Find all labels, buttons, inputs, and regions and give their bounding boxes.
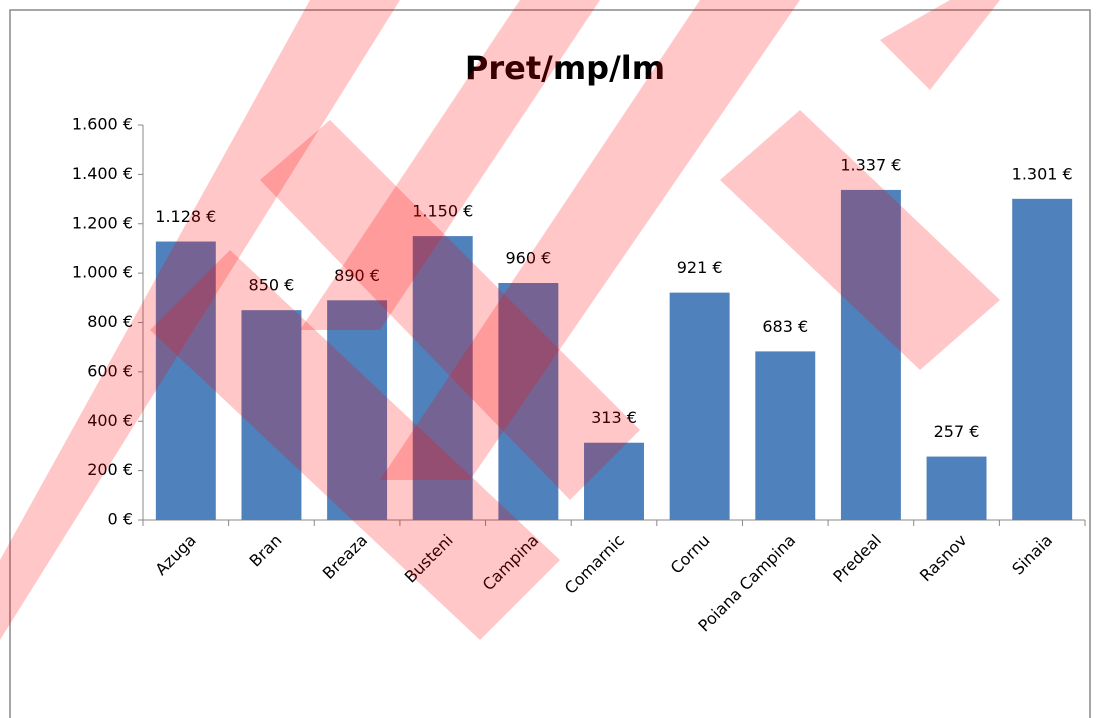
y-tick-label: 1.600 € — [72, 115, 133, 134]
bar — [1012, 198, 1073, 521]
y-tick-label: 800 € — [87, 312, 133, 331]
watermark-stroke — [720, 110, 1000, 370]
watermark-stroke — [0, 0, 400, 640]
bar — [155, 241, 216, 520]
data-label: 850 € — [249, 276, 295, 295]
y-tick-label: 600 € — [87, 361, 133, 380]
data-label: 1.128 € — [155, 207, 216, 226]
data-label: 1.150 € — [412, 202, 473, 221]
bar — [926, 456, 987, 520]
bar — [669, 292, 730, 520]
watermark-stroke — [300, 0, 600, 330]
data-label: 1.337 € — [840, 155, 901, 174]
y-tick-label: 1.200 € — [72, 213, 133, 232]
watermark-stroke — [380, 0, 800, 480]
data-label: 960 € — [505, 249, 551, 268]
bar — [498, 283, 559, 520]
data-label: 257 € — [934, 422, 980, 441]
y-tick-label: 1.400 € — [72, 164, 133, 183]
bar — [412, 236, 473, 520]
watermark-stroke — [150, 250, 560, 640]
y-tick-label: 200 € — [87, 460, 133, 479]
data-label: 1.301 € — [1012, 164, 1073, 183]
watermark-stroke — [260, 120, 640, 500]
y-tick-label: 0 € — [108, 510, 133, 529]
watermark-stroke — [880, 0, 1000, 90]
data-label: 921 € — [677, 258, 723, 277]
data-label: 890 € — [334, 266, 380, 285]
data-label: 313 € — [591, 408, 637, 427]
y-tick-label: 1.000 € — [72, 263, 133, 282]
data-label: 683 € — [762, 317, 808, 336]
bar — [327, 300, 388, 520]
watermark — [0, 0, 1000, 640]
bar — [840, 189, 901, 520]
chart-title: Pret/mp/lm — [465, 49, 665, 87]
bar — [755, 351, 816, 520]
bar — [241, 310, 302, 520]
y-tick-label: 400 € — [87, 411, 133, 430]
bar — [584, 442, 644, 520]
